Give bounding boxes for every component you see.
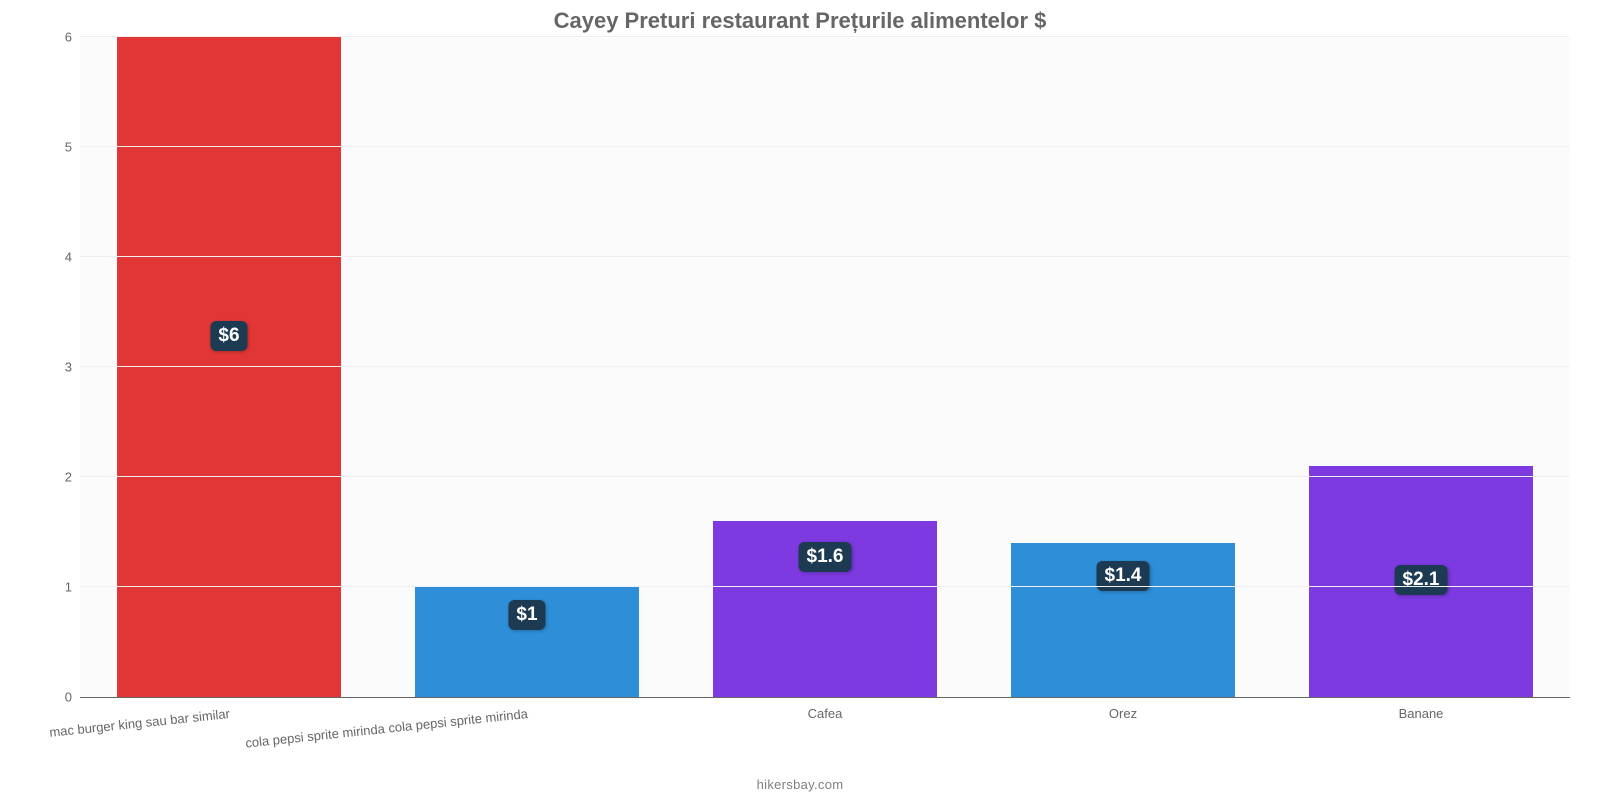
value-label: $6 bbox=[210, 321, 247, 351]
gridline bbox=[80, 36, 1570, 37]
x-axis-label: Cafea bbox=[808, 706, 843, 721]
gridline bbox=[80, 146, 1570, 147]
y-tick-label: 2 bbox=[20, 470, 80, 485]
y-tick-label: 0 bbox=[20, 690, 80, 705]
gridline bbox=[80, 476, 1570, 477]
bar: $6 bbox=[117, 37, 341, 697]
bar-chart: Cayey Preturi restaurant Prețurile alime… bbox=[0, 0, 1600, 800]
y-tick-label: 6 bbox=[20, 30, 80, 45]
value-label: $2.1 bbox=[1395, 565, 1448, 595]
chart-title: Cayey Preturi restaurant Prețurile alime… bbox=[0, 8, 1600, 34]
y-tick-label: 3 bbox=[20, 360, 80, 375]
y-tick-label: 4 bbox=[20, 250, 80, 265]
gridline bbox=[80, 256, 1570, 257]
x-axis-label: Orez bbox=[1109, 706, 1137, 721]
value-label: $1 bbox=[508, 600, 545, 630]
x-axis-labels: mac burger king sau bar similarcola peps… bbox=[80, 700, 1570, 760]
gridline bbox=[80, 366, 1570, 367]
bar: $2.1 bbox=[1309, 466, 1533, 697]
x-axis-label: Banane bbox=[1399, 706, 1444, 721]
x-axis-label: mac burger king sau bar similar bbox=[49, 706, 231, 740]
x-axis-label: cola pepsi sprite mirinda cola pepsi spr… bbox=[245, 706, 529, 751]
gridline bbox=[80, 586, 1570, 587]
chart-subtitle: hikersbay.com bbox=[0, 777, 1600, 792]
bars-container: $6 $1 $1.6 $1.4 $2.1 bbox=[80, 38, 1570, 697]
bar: $1.4 bbox=[1011, 543, 1235, 697]
y-tick-label: 1 bbox=[20, 580, 80, 595]
bar: $1 bbox=[415, 587, 639, 697]
plot-area: $6$1$1.6$1.4$2.1 0123456 bbox=[80, 38, 1570, 698]
value-label: $1.6 bbox=[799, 542, 852, 572]
y-tick-label: 5 bbox=[20, 140, 80, 155]
bar: $1.6 bbox=[713, 521, 937, 697]
